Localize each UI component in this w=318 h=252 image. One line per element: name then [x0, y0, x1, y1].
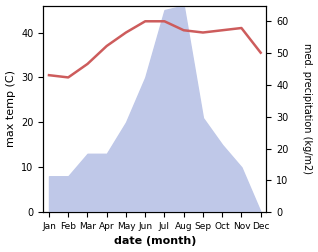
- Y-axis label: med. precipitation (kg/m2): med. precipitation (kg/m2): [302, 43, 313, 174]
- Y-axis label: max temp (C): max temp (C): [5, 70, 16, 147]
- X-axis label: date (month): date (month): [114, 236, 196, 246]
